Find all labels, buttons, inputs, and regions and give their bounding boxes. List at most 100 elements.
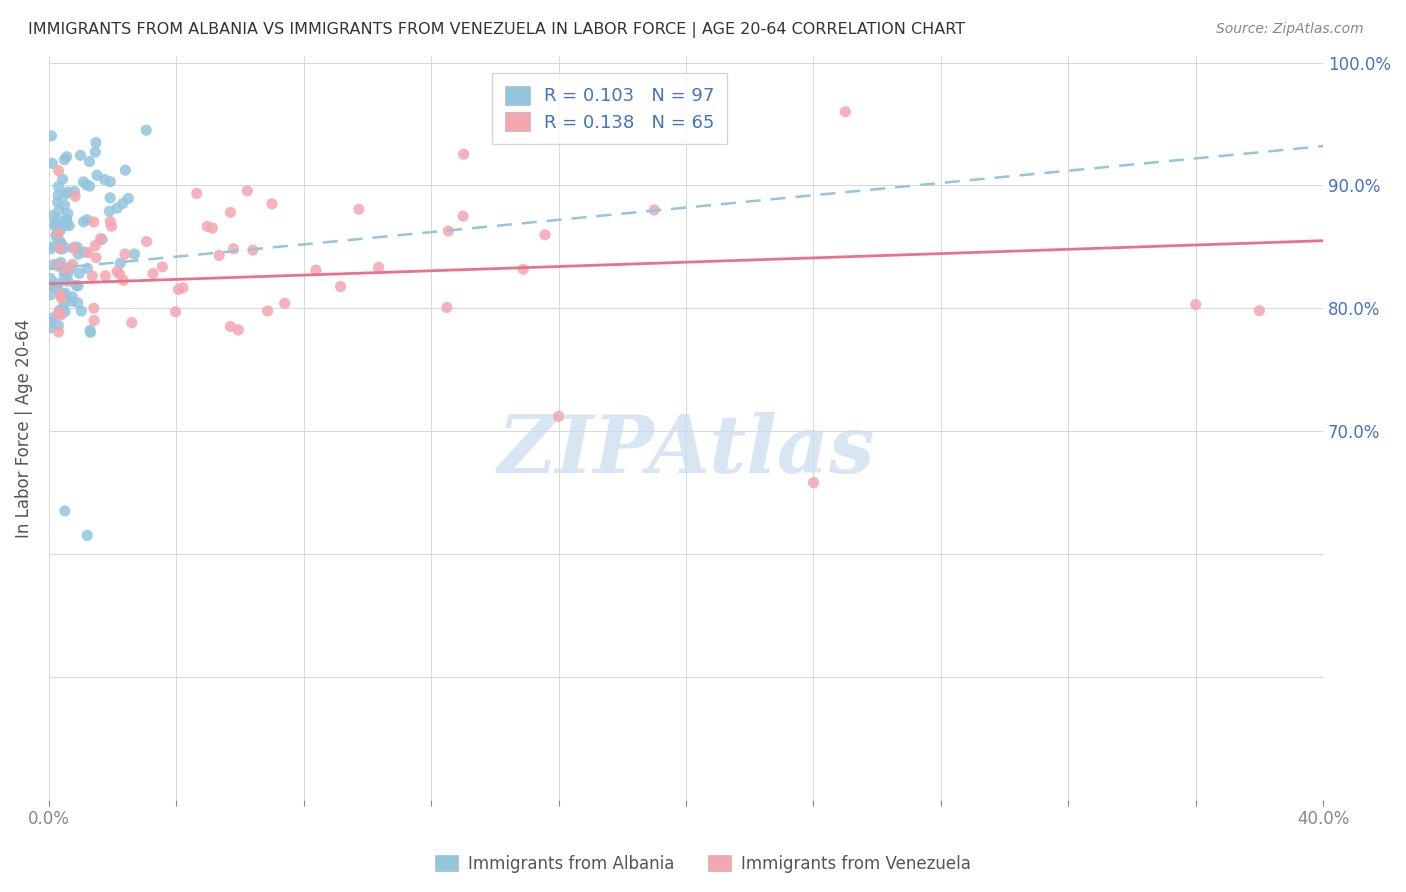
- Point: [75, 178, 97, 192]
- Point: [42, 239, 65, 253]
- Point: [67, 267, 90, 281]
- Point: [60, 290, 83, 304]
- Point: [105, 264, 128, 278]
- Point: [49, 287, 72, 301]
- Point: [48, 203, 70, 218]
- Point: [70, 304, 93, 318]
- Point: [79, 179, 101, 194]
- Point: [41, 156, 63, 170]
- Point: [90, 232, 112, 246]
- Point: [91, 232, 114, 246]
- Point: [367, 260, 389, 275]
- Point: [453, 147, 475, 161]
- Point: [48, 242, 70, 256]
- Point: [114, 163, 136, 178]
- Point: [98, 191, 121, 205]
- Point: [53, 297, 76, 311]
- Point: [112, 273, 135, 287]
- Point: [135, 235, 157, 249]
- Point: [79, 326, 101, 340]
- Point: [84, 145, 107, 159]
- Point: [51, 291, 73, 305]
- Point: [94, 268, 117, 283]
- Point: [98, 214, 121, 228]
- Point: [41, 128, 63, 143]
- Point: [63, 185, 86, 199]
- Point: [48, 179, 70, 194]
- Point: [117, 191, 139, 205]
- Text: IMMIGRANTS FROM ALBANIA VS IMMIGRANTS FROM VENEZUELA IN LABOR FORCE | AGE 20-64 : IMMIGRANTS FROM ALBANIA VS IMMIGRANTS FR…: [28, 22, 966, 38]
- Point: [1184, 297, 1206, 311]
- Point: [165, 304, 187, 318]
- Point: [39, 271, 62, 285]
- Point: [63, 240, 86, 254]
- Point: [53, 304, 76, 318]
- Point: [55, 218, 77, 232]
- Point: [60, 294, 83, 309]
- Point: [51, 172, 73, 186]
- Point: [135, 123, 157, 137]
- Point: [172, 281, 194, 295]
- Point: [49, 235, 72, 250]
- Point: [52, 286, 75, 301]
- Point: [45, 280, 67, 294]
- Point: [72, 175, 94, 189]
- Point: [84, 136, 107, 150]
- Point: [83, 301, 105, 316]
- Point: [256, 304, 278, 318]
- Point: [48, 277, 70, 291]
- Point: [41, 278, 63, 293]
- Point: [53, 265, 76, 279]
- Point: [53, 198, 76, 212]
- Point: [236, 184, 259, 198]
- Point: [110, 256, 132, 270]
- Point: [108, 267, 131, 281]
- Point: [305, 263, 328, 277]
- Point: [83, 215, 105, 229]
- Point: [66, 278, 89, 293]
- Point: [167, 282, 190, 296]
- Point: [53, 241, 76, 255]
- Point: [76, 528, 98, 542]
- Point: [41, 310, 63, 325]
- Point: [228, 323, 250, 337]
- Point: [52, 301, 75, 316]
- Point: [98, 175, 121, 189]
- Point: [105, 201, 128, 215]
- Point: [48, 307, 70, 321]
- Point: [44, 217, 66, 231]
- Point: [73, 244, 96, 259]
- Point: [52, 287, 75, 301]
- Point: [114, 247, 136, 261]
- Point: [56, 185, 79, 199]
- Point: [547, 409, 569, 424]
- Point: [48, 227, 70, 241]
- Point: [44, 219, 66, 234]
- Point: [39, 316, 62, 330]
- Point: [56, 267, 79, 281]
- Point: [186, 186, 208, 201]
- Point: [100, 219, 122, 234]
- Point: [55, 187, 77, 202]
- Point: [46, 195, 69, 210]
- Point: [93, 172, 115, 186]
- Point: [48, 306, 70, 320]
- Point: [84, 251, 107, 265]
- Text: ZIPAtlas: ZIPAtlas: [498, 411, 875, 489]
- Point: [42, 258, 65, 272]
- Point: [63, 189, 86, 203]
- Point: [49, 235, 72, 249]
- Point: [98, 204, 121, 219]
- Point: [66, 295, 89, 310]
- Point: [273, 296, 295, 310]
- Point: [347, 202, 370, 217]
- Legend: Immigrants from Albania, Immigrants from Venezuela: Immigrants from Albania, Immigrants from…: [429, 848, 977, 880]
- Point: [55, 150, 77, 164]
- Point: [45, 228, 67, 243]
- Point: [46, 227, 69, 242]
- Point: [195, 219, 218, 234]
- Point: [86, 168, 108, 182]
- Point: [76, 261, 98, 276]
- Point: [534, 227, 557, 242]
- Point: [58, 260, 80, 275]
